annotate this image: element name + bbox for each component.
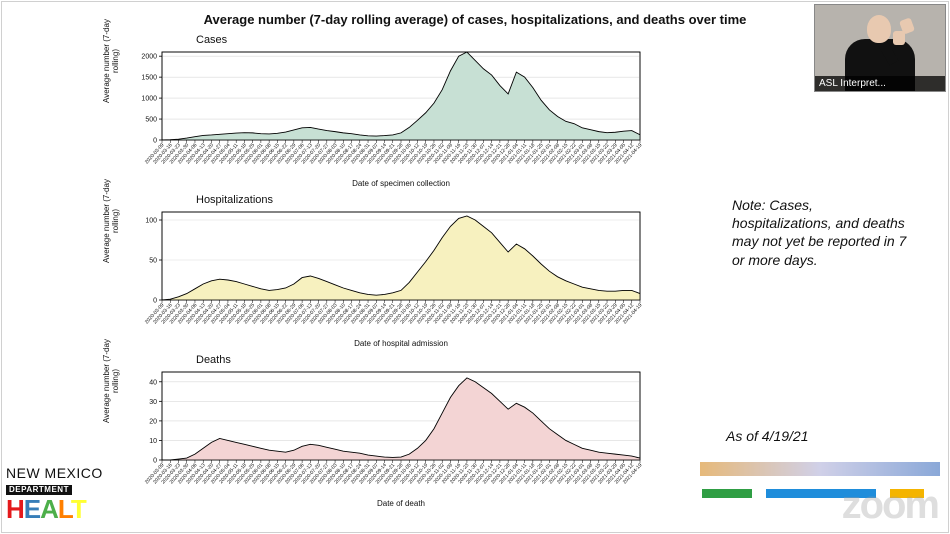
note-text: Note: Cases, hospitalizations, and death… — [732, 196, 912, 269]
svg-text:40: 40 — [149, 379, 157, 386]
svg-text:50: 50 — [149, 258, 157, 265]
chart-cases: CasesAverage number (7-day rolling)05001… — [110, 34, 650, 190]
svg-text:0: 0 — [153, 138, 157, 145]
gradient-bar — [700, 462, 940, 476]
chart-title: Deaths — [196, 354, 231, 366]
chart-hosp: HospitalizationsAverage number (7-day ro… — [110, 194, 650, 350]
asl-interpreter-video: ASL Interpret... — [814, 4, 946, 92]
svg-text:500: 500 — [145, 117, 157, 124]
charts-panel: CasesAverage number (7-day rolling)05001… — [110, 34, 650, 514]
chart-title: Hospitalizations — [196, 194, 273, 206]
nmdoh-logo: NEW MEXICO DEPARTMENT HEALT — [6, 466, 126, 522]
chart-title: Cases — [196, 34, 227, 46]
svg-text:2000: 2000 — [141, 54, 157, 61]
svg-text:0: 0 — [153, 298, 157, 305]
svg-text:100: 100 — [145, 218, 157, 225]
svg-text:Date of hospital admission: Date of hospital admission — [354, 339, 448, 348]
svg-text:30: 30 — [149, 399, 157, 406]
svg-text:1500: 1500 — [141, 75, 157, 82]
svg-text:20: 20 — [149, 418, 157, 425]
chart-deaths: DeathsAverage number (7-day rolling)0102… — [110, 354, 650, 510]
logo-health: HEALT — [6, 496, 126, 522]
svg-text:Date of death: Date of death — [377, 499, 425, 508]
zoom-watermark: zoom — [842, 483, 938, 528]
asof-text: As of 4/19/21 — [726, 428, 906, 444]
logo-line1: NEW MEXICO — [6, 466, 126, 480]
page-title: Average number (7-day rolling average) o… — [0, 12, 950, 27]
svg-text:0: 0 — [153, 458, 157, 465]
svg-text:Date of specimen collection: Date of specimen collection — [352, 179, 450, 188]
asl-caption: ASL Interpret... — [815, 76, 945, 91]
svg-text:10: 10 — [149, 438, 157, 445]
svg-text:1000: 1000 — [141, 96, 157, 103]
